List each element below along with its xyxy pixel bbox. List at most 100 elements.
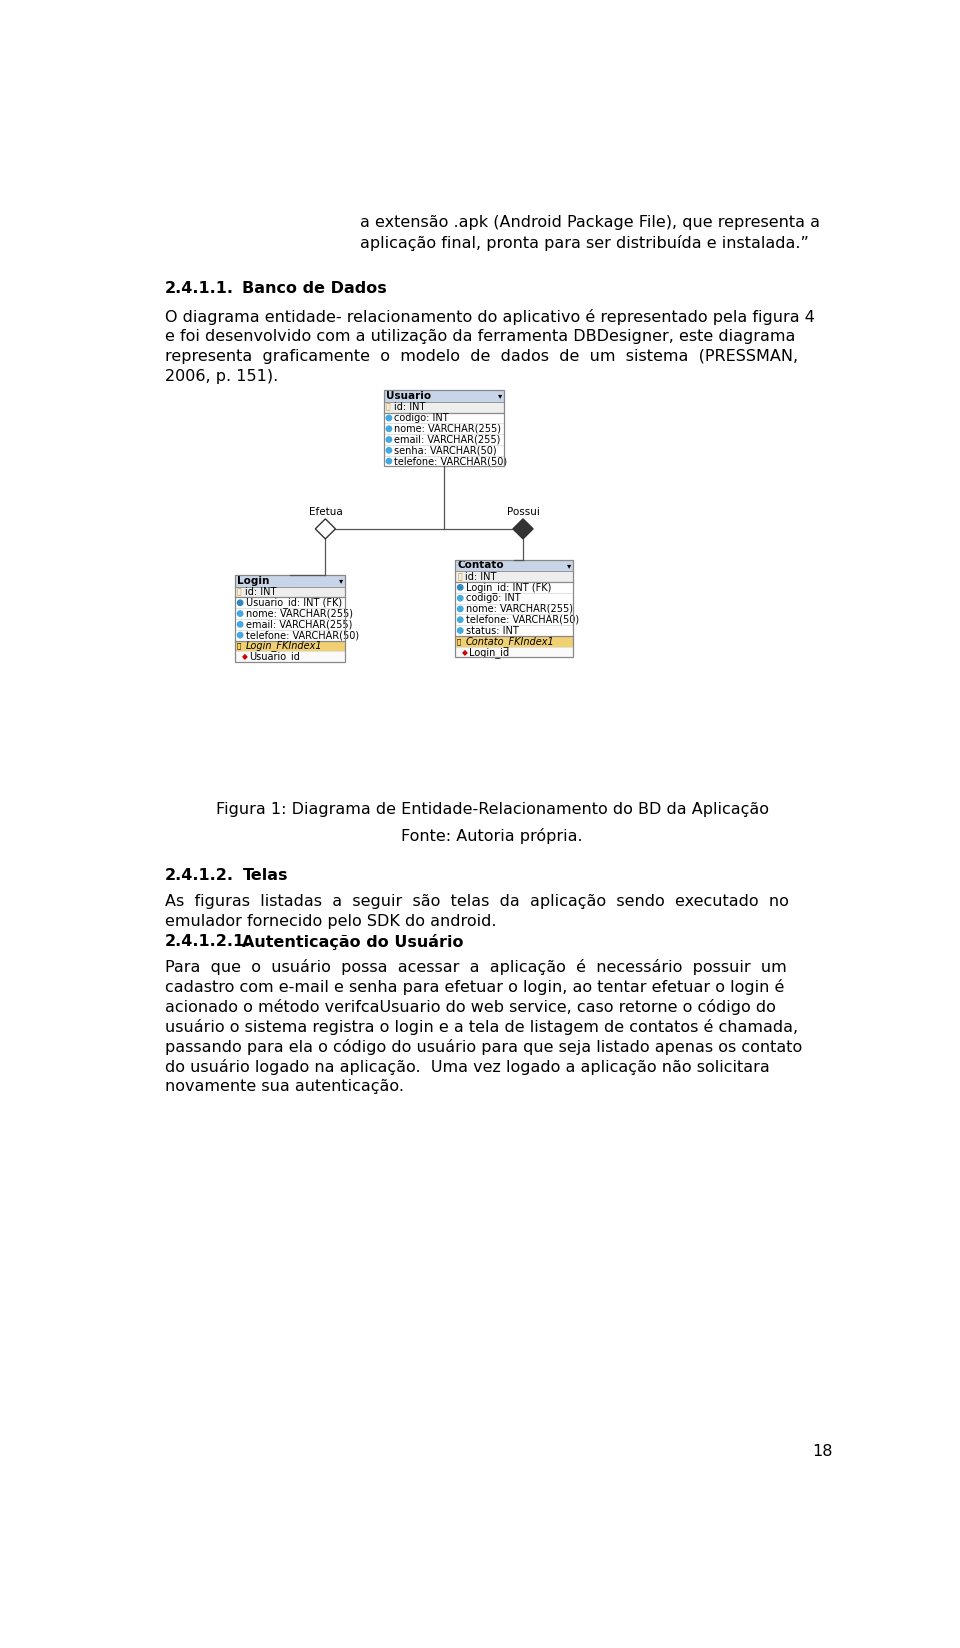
Text: 2.4.1.2.1.: 2.4.1.2.1. (165, 934, 252, 949)
Text: id: INT: id: INT (245, 587, 276, 597)
Text: Figura 1: Diagrama de Entidade-Relacionamento do BD da Aplicação: Figura 1: Diagrama de Entidade-Relaciona… (215, 803, 769, 817)
Text: O diagrama entidade- relacionamento do aplicativo é representado pela figura 4: O diagrama entidade- relacionamento do a… (165, 308, 815, 325)
Text: representa  graficamente  o  modelo  de  dados  de  um  sistema  (PRESSMAN,: representa graficamente o modelo de dado… (165, 349, 798, 364)
Text: Login_FKIndex1: Login_FKIndex1 (246, 641, 323, 651)
Bar (455, 560, 572, 658)
Text: Banco de Dados: Banco de Dados (243, 280, 387, 297)
Bar (383, 402, 504, 412)
Text: usuário o sistema registra o login e a tela de listagem de contatos é chamada,: usuário o sistema registra o login e a t… (165, 1018, 798, 1035)
Bar (383, 391, 504, 402)
Bar (234, 575, 345, 587)
Bar (455, 625, 572, 636)
Text: ⚿: ⚿ (457, 572, 462, 582)
Text: 2006, p. 151).: 2006, p. 151). (165, 369, 278, 384)
Bar (383, 412, 504, 424)
Text: ◆: ◆ (242, 653, 248, 661)
Bar (383, 445, 504, 456)
Text: Login_id: Login_id (468, 646, 509, 658)
Text: Telas: Telas (243, 867, 288, 883)
Text: 2.4.1.1.: 2.4.1.1. (165, 280, 234, 297)
Text: email: VARCHAR(255): email: VARCHAR(255) (246, 620, 352, 630)
Text: id: INT: id: INT (465, 572, 496, 582)
Text: Usuario_id: INT (FK): Usuario_id: INT (FK) (246, 597, 342, 608)
Bar (455, 582, 572, 593)
Circle shape (386, 437, 392, 442)
Circle shape (237, 621, 243, 626)
Text: telefone: VARCHAR(50): telefone: VARCHAR(50) (246, 630, 359, 639)
Bar (455, 560, 572, 572)
Bar (234, 620, 345, 630)
Text: aplicação final, pronta para ser distribuída e instalada.”: aplicação final, pronta para ser distrib… (360, 234, 809, 250)
Text: Para  que  o  usuário  possa  acessar  a  aplicação  é  necessário  possuir  um: Para que o usuário possa acessar a aplic… (165, 959, 786, 974)
Circle shape (237, 611, 243, 616)
Circle shape (458, 585, 463, 590)
Circle shape (237, 600, 243, 605)
Circle shape (237, 633, 243, 638)
Text: 📁: 📁 (457, 638, 462, 644)
Polygon shape (513, 519, 533, 539)
Polygon shape (315, 519, 335, 539)
Bar (234, 575, 345, 662)
Text: ▾: ▾ (498, 392, 502, 400)
Text: id: INT: id: INT (394, 402, 425, 412)
Text: ⚿: ⚿ (386, 402, 391, 412)
Bar (234, 587, 345, 597)
Text: acionado o método verifcaUsuario do web service, caso retorne o código do: acionado o método verifcaUsuario do web … (165, 999, 776, 1015)
Bar (455, 572, 572, 582)
Bar (455, 615, 572, 625)
Bar (455, 646, 572, 658)
Text: Fonte: Autoria própria.: Fonte: Autoria própria. (401, 827, 583, 844)
Text: ⚿: ⚿ (237, 587, 242, 597)
Text: Contato_FKIndex1: Contato_FKIndex1 (466, 636, 555, 646)
Text: email: VARCHAR(255): email: VARCHAR(255) (395, 435, 501, 445)
Circle shape (386, 427, 392, 432)
Text: 2.4.1.2.: 2.4.1.2. (165, 867, 234, 883)
Bar (455, 603, 572, 615)
Text: Efetua: Efetua (308, 506, 343, 516)
Text: ◆: ◆ (462, 648, 468, 656)
Text: codigo: INT: codigo: INT (466, 593, 520, 603)
Bar (234, 597, 345, 608)
Text: a extensão .apk (Android Package File), que representa a: a extensão .apk (Android Package File), … (360, 214, 820, 229)
Circle shape (458, 628, 463, 633)
Circle shape (386, 448, 392, 453)
Text: Possui: Possui (507, 506, 540, 516)
Text: passando para ela o código do usuário para que seja listado apenas os contato: passando para ela o código do usuário pa… (165, 1038, 803, 1055)
Text: e foi desenvolvido com a utilização da ferramenta DBDesigner, este diagrama: e foi desenvolvido com a utilização da f… (165, 328, 795, 344)
Text: nome: VARCHAR(255): nome: VARCHAR(255) (466, 603, 573, 615)
Text: ▾: ▾ (567, 560, 571, 570)
Text: Usuario: Usuario (386, 391, 431, 400)
Bar (383, 424, 504, 433)
Bar (383, 391, 504, 466)
Text: novamente sua autenticação.: novamente sua autenticação. (165, 1079, 404, 1094)
Text: 📁: 📁 (237, 643, 241, 649)
Text: Login: Login (237, 575, 270, 585)
Bar (234, 630, 345, 641)
Circle shape (386, 415, 392, 420)
Circle shape (458, 616, 463, 623)
Text: do usuário logado na aplicação.  Uma vez logado a aplicação não solicitara: do usuário logado na aplicação. Uma vez … (165, 1058, 770, 1074)
Bar (383, 456, 504, 466)
Circle shape (458, 595, 463, 602)
Text: emulador fornecido pelo SDK do android.: emulador fornecido pelo SDK do android. (165, 915, 496, 929)
Text: Login_id: INT (FK): Login_id: INT (FK) (466, 582, 551, 593)
Text: ▾: ▾ (339, 577, 344, 585)
Bar (234, 608, 345, 620)
Bar (455, 593, 572, 603)
Text: codigo: INT: codigo: INT (395, 414, 449, 424)
Text: telefone: VARCHAR(50): telefone: VARCHAR(50) (466, 615, 579, 625)
Bar (455, 636, 572, 646)
Text: cadastro com e-mail e senha para efetuar o login, ao tentar efetuar o login é: cadastro com e-mail e senha para efetuar… (165, 979, 784, 994)
Text: nome: VARCHAR(255): nome: VARCHAR(255) (395, 424, 501, 433)
Text: Usuario_id: Usuario_id (249, 651, 300, 662)
Bar (234, 641, 345, 651)
Text: nome: VARCHAR(255): nome: VARCHAR(255) (246, 608, 352, 618)
Text: As  figuras  listadas  a  seguir  são  telas  da  aplicação  sendo  executado  n: As figuras listadas a seguir são telas d… (165, 893, 789, 908)
Text: 18: 18 (812, 1444, 833, 1458)
Text: Contato: Contato (457, 560, 504, 570)
Text: Autenticação do Usuário: Autenticação do Usuário (243, 934, 464, 949)
Text: status: INT: status: INT (466, 626, 518, 636)
Text: telefone: VARCHAR(50): telefone: VARCHAR(50) (395, 456, 508, 466)
Text: senha: VARCHAR(50): senha: VARCHAR(50) (395, 445, 497, 455)
Circle shape (458, 606, 463, 611)
